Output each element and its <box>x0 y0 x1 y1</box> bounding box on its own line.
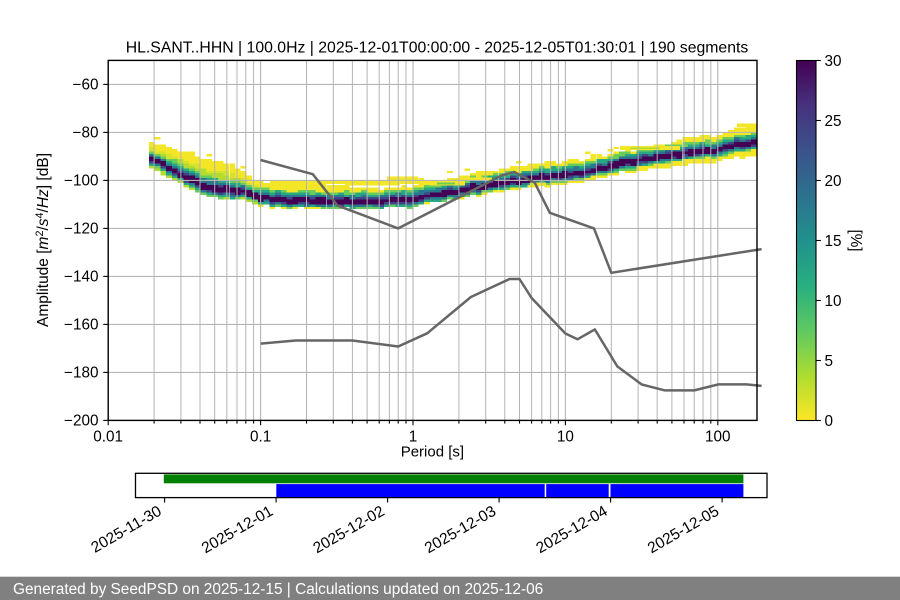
svg-text:0: 0 <box>825 413 834 430</box>
svg-text:10: 10 <box>825 293 842 310</box>
svg-text:HL.SANT..HHN | 100.0Hz | 2025-: HL.SANT..HHN | 100.0Hz | 2025-12-01T00:0… <box>126 40 749 57</box>
svg-text:10: 10 <box>557 429 574 446</box>
svg-text:Period [s]: Period [s] <box>401 444 464 461</box>
svg-text:0.1: 0.1 <box>250 429 271 446</box>
svg-text:Generated by SeedPSD on 2025-1: Generated by SeedPSD on 2025-12-15 | Cal… <box>13 581 543 598</box>
svg-text:25: 25 <box>825 113 842 130</box>
svg-text:Amplitude [m2/s4/Hz] [dB]: Amplitude [m2/s4/Hz] [dB] <box>34 153 52 327</box>
svg-text:−80: −80 <box>73 125 99 142</box>
svg-text:−140: −140 <box>64 269 98 286</box>
svg-text:0.01: 0.01 <box>93 429 123 446</box>
svg-text:−200: −200 <box>64 413 98 430</box>
svg-text:−160: −160 <box>64 317 98 334</box>
svg-text:−120: −120 <box>64 221 98 238</box>
svg-text:20: 20 <box>825 173 842 190</box>
svg-text:5: 5 <box>825 353 834 370</box>
svg-text:30: 30 <box>825 53 842 70</box>
svg-text:15: 15 <box>825 233 842 250</box>
svg-text:[%]: [%] <box>847 229 864 251</box>
svg-text:−100: −100 <box>64 173 98 190</box>
svg-text:1: 1 <box>409 429 418 446</box>
svg-text:100: 100 <box>705 429 731 446</box>
svg-text:−60: −60 <box>73 77 99 94</box>
svg-text:−180: −180 <box>64 365 98 382</box>
